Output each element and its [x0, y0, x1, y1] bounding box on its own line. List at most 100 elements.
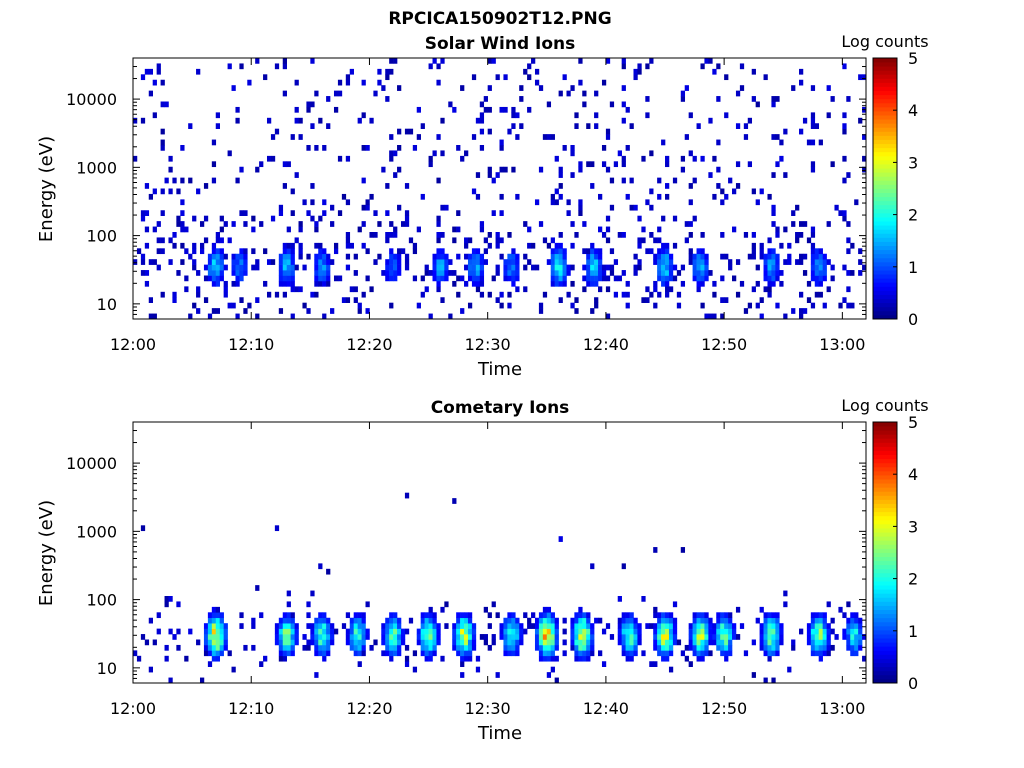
- colorbar-segment: [873, 466, 897, 472]
- heatmap-cell: [653, 634, 658, 640]
- heatmap-cell: [393, 617, 398, 624]
- heatmap-cell: [503, 106, 508, 113]
- heatmap-cell: [617, 639, 622, 646]
- colorbar-segment: [873, 237, 897, 242]
- heatmap-cell: [231, 264, 236, 271]
- heatmap-cell: [704, 644, 709, 651]
- heatmap-cell: [822, 302, 827, 309]
- heatmap-cell: [637, 242, 642, 249]
- heatmap-cell: [566, 199, 571, 206]
- heatmap-cell: [822, 270, 827, 276]
- heatmap-cell: [471, 134, 477, 140]
- heatmap-cell: [326, 270, 331, 276]
- heatmap-cell: [546, 242, 552, 249]
- y-tick-label: 100: [86, 591, 117, 610]
- heatmap-cell: [657, 177, 662, 184]
- heatmap-cell: [140, 259, 146, 265]
- heatmap-cell: [594, 297, 599, 303]
- heatmap-cell: [637, 628, 642, 635]
- heatmap-cell: [397, 204, 402, 211]
- heatmap-cell: [404, 492, 410, 499]
- heatmap-cell: [420, 275, 425, 282]
- heatmap-cell: [456, 291, 461, 298]
- heatmap-cell: [842, 210, 847, 216]
- heatmap-cell: [152, 112, 157, 119]
- heatmap-cell: [771, 204, 776, 211]
- heatmap-cell: [657, 259, 662, 265]
- heatmap-cell: [708, 650, 713, 657]
- heatmap-cell: [337, 155, 343, 162]
- heatmap-cell: [771, 96, 776, 102]
- heatmap-cell: [534, 623, 540, 629]
- heatmap-cell: [546, 612, 552, 619]
- heatmap-cell: [322, 145, 327, 151]
- heatmap-cell: [286, 634, 291, 640]
- heatmap-cell: [826, 85, 831, 91]
- heatmap-cell: [570, 145, 575, 151]
- heatmap-cell: [661, 639, 666, 646]
- heatmap-cell: [661, 644, 666, 651]
- heatmap-cell: [215, 617, 220, 624]
- heatmap-cell: [290, 612, 295, 619]
- heatmap-cell: [219, 275, 224, 282]
- heatmap-cell: [594, 112, 599, 119]
- colorbar-segment: [873, 123, 897, 128]
- heatmap-cell: [562, 145, 567, 151]
- heatmap-cell: [168, 237, 173, 244]
- colorbar-segment: [873, 245, 897, 251]
- heatmap-cell: [546, 606, 552, 613]
- heatmap-cell: [834, 204, 839, 211]
- heatmap-cell: [507, 628, 512, 635]
- heatmap-cell: [558, 259, 563, 265]
- heatmap-cell: [594, 302, 599, 309]
- heatmap-cell: [503, 259, 508, 265]
- heatmap-cell: [333, 90, 339, 97]
- heatmap-cell: [775, 644, 780, 651]
- heatmap-cell: [487, 242, 492, 249]
- heatmap-cell: [814, 291, 820, 298]
- heatmap-cell: [665, 264, 670, 271]
- heatmap-cell: [546, 639, 552, 646]
- heatmap-cell: [479, 264, 485, 271]
- heatmap-cell: [310, 101, 315, 108]
- colorbar-segment: [873, 196, 897, 202]
- heatmap-cell: [649, 232, 654, 238]
- heatmap-cell: [318, 563, 323, 570]
- heatmap-cell: [775, 628, 780, 635]
- heatmap-cell: [688, 644, 693, 651]
- heatmap-cell: [440, 58, 445, 64]
- x-tick-label: 12:10: [228, 699, 274, 718]
- heatmap-cell: [617, 634, 622, 640]
- heatmap-cell: [751, 242, 756, 249]
- heatmap-cell: [235, 264, 240, 271]
- heatmap-cell: [665, 275, 670, 282]
- heatmap-cell: [732, 623, 737, 629]
- heatmap-cell: [393, 226, 398, 233]
- colorbar-segment: [873, 184, 897, 189]
- heatmap-cell: [550, 644, 555, 651]
- heatmap-cell: [862, 264, 867, 271]
- heatmap-cell: [858, 270, 863, 276]
- heatmap-cell: [858, 248, 863, 255]
- heatmap-cell: [601, 79, 607, 86]
- heatmap-cell: [598, 264, 603, 271]
- heatmap-cell: [570, 623, 575, 629]
- heatmap-cell: [282, 655, 287, 662]
- heatmap-cell: [814, 650, 820, 657]
- heatmap-cell: [444, 275, 449, 282]
- heatmap-cell: [357, 117, 362, 124]
- heatmap-cell: [385, 639, 390, 646]
- heatmap-cell: [428, 639, 433, 646]
- heatmap-cell: [345, 155, 351, 162]
- x-tick-label: 13:00: [819, 335, 865, 354]
- heatmap-cell: [511, 634, 516, 640]
- heatmap-cell: [318, 253, 323, 260]
- heatmap-cell: [164, 644, 169, 651]
- heatmap-cell: [700, 655, 705, 662]
- heatmap-cell: [215, 308, 220, 314]
- heatmap-cell: [436, 63, 441, 70]
- heatmap-cell: [361, 112, 366, 119]
- heatmap-cell: [203, 639, 209, 646]
- heatmap-cell: [140, 270, 146, 276]
- heatmap-cell: [558, 193, 563, 200]
